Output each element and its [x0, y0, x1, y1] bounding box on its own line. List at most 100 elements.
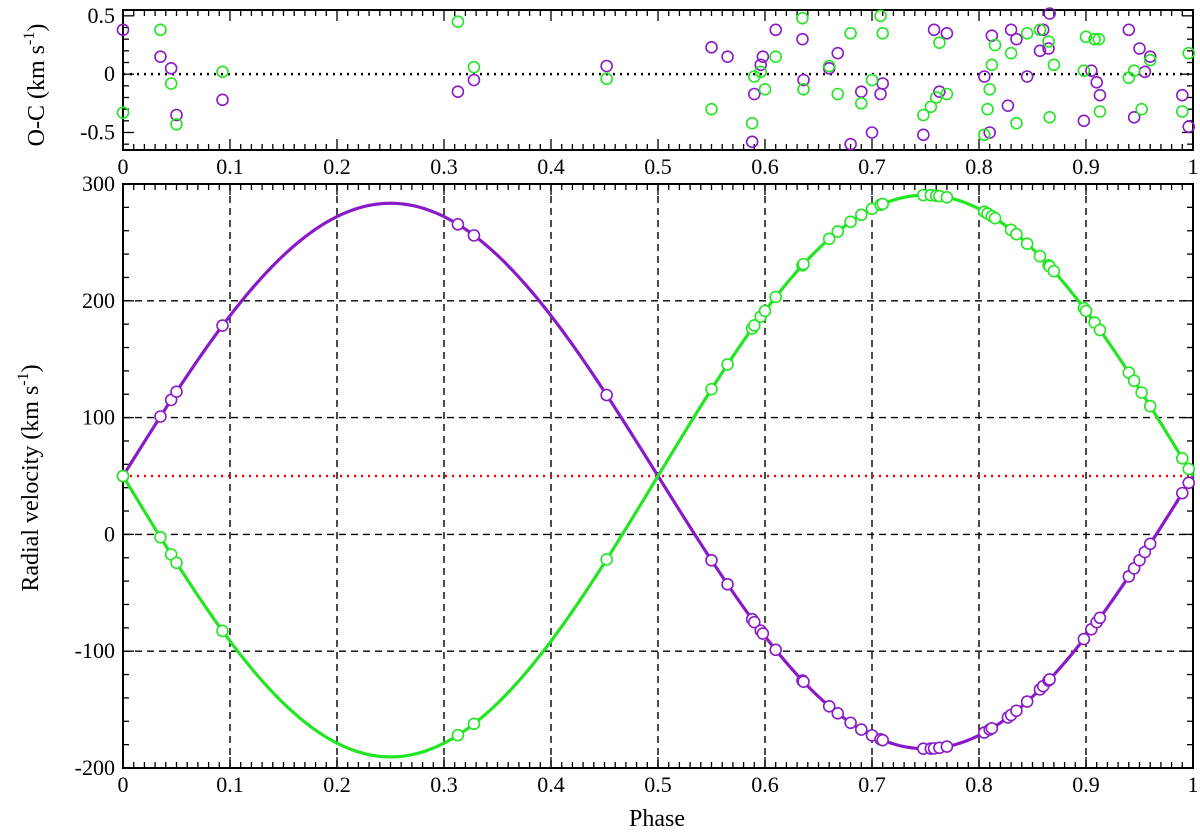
residual-point-secondary: [917, 108, 930, 122]
residual-point-primary: [978, 70, 991, 83]
residual-point-secondary: [1010, 116, 1023, 130]
x-tick-label: 0.7: [858, 772, 886, 797]
residual-point-primary: [1182, 120, 1196, 133]
x-tick-label: 0: [118, 772, 129, 797]
residual-point-secondary: [985, 58, 999, 72]
rv-point-primary: [876, 733, 890, 747]
residual-point-secondary: [854, 97, 868, 110]
residual-point-primary: [1020, 70, 1034, 83]
rv-point-primary: [1093, 611, 1107, 625]
rv-point-primary: [721, 578, 734, 591]
residual-point-primary: [1133, 42, 1146, 55]
rv-point-secondary: [1047, 264, 1061, 278]
residual-point-primary: [1085, 64, 1098, 77]
x-tick-label: 1: [1188, 154, 1199, 179]
residual-point-primary: [1093, 88, 1107, 102]
residual-point-primary: [747, 87, 761, 101]
x-tick-label: 0.6: [751, 772, 779, 797]
plot-frame: [122, 9, 1194, 151]
residual-point-primary: [1033, 44, 1047, 58]
residual-point-secondary: [170, 118, 183, 131]
rv-point-secondary: [1127, 374, 1141, 388]
rv-point-secondary: [822, 232, 836, 246]
residual-point-secondary: [978, 128, 991, 142]
rv-point-secondary: [600, 553, 613, 566]
rv-point-primary: [451, 218, 465, 231]
rv-ylabel: Radial velocity (km s-1): [15, 364, 44, 591]
rv-point-primary: [1010, 704, 1023, 718]
residual-point-secondary: [876, 27, 890, 40]
residual-point-secondary: [1088, 32, 1101, 46]
rv-ylabel-close: ): [18, 364, 44, 372]
residual-point-secondary: [600, 72, 613, 86]
residual-point-primary: [1004, 23, 1018, 37]
rv-point-secondary: [988, 211, 1002, 225]
residual-point-primary: [1001, 99, 1015, 112]
y-tick-label: -200: [75, 755, 115, 780]
x-tick-label: 0.6: [751, 154, 779, 179]
x-tick-label: 0.9: [1072, 772, 1100, 797]
y-tick-label: 0.5: [88, 3, 116, 28]
rv-point-secondary: [1182, 462, 1196, 476]
residual-point-secondary: [1135, 102, 1148, 116]
residual-point-secondary: [822, 59, 836, 73]
residual-point-secondary: [1033, 23, 1047, 37]
residuals-panel: 0 0.1 0.2 0.3 0.4 0.5 0.6 0.7 0.8 0.9 10.50-0.5: [80, 3, 1198, 179]
residual-point-secondary: [1127, 64, 1141, 77]
residual-point-secondary: [797, 83, 810, 96]
rv-point-primary: [1020, 695, 1034, 708]
rv-point-primary: [854, 723, 868, 736]
rv-point-secondary: [1033, 249, 1047, 263]
residual-point-primary: [927, 23, 941, 37]
residual-point-secondary: [451, 15, 465, 28]
rv-point-secondary: [116, 469, 130, 483]
residual-point-secondary: [1182, 46, 1196, 60]
y-tick-label: 0: [104, 61, 115, 86]
rv-point-secondary: [797, 257, 810, 271]
residual-point-primary: [154, 50, 167, 63]
residual-point-secondary: [1143, 53, 1157, 67]
rv-point-primary: [600, 388, 613, 402]
rv-point-primary: [170, 385, 183, 399]
residual-point-primary: [216, 93, 229, 107]
rv-point-primary: [216, 319, 229, 332]
residual-point-secondary: [988, 38, 1002, 52]
residual-point-primary: [164, 62, 178, 75]
residual-point-secondary: [983, 83, 997, 96]
residual-point-primary: [170, 108, 183, 122]
rv-point-secondary: [876, 197, 890, 211]
rv-point-primary: [1143, 537, 1157, 551]
x-tick-label: 0.8: [965, 772, 993, 797]
residual-point-primary: [1176, 88, 1189, 102]
residual-point-primary: [451, 85, 465, 98]
residual-point-primary: [796, 32, 809, 46]
x-tick-label: 1: [1188, 772, 1199, 797]
residual-point-primary: [844, 137, 857, 151]
residual-point-primary: [1122, 23, 1136, 37]
residual-point-secondary: [754, 65, 768, 79]
rv-point-secondary: [451, 728, 465, 742]
oc-ylabel-exp: -1: [21, 32, 38, 45]
radial-velocity-panel: 0 0.1 0.2 0.3 0.4 0.5 0.6 0.7 0.8 0.9 13002001000-…: [75, 171, 1199, 797]
y-tick-label: 200: [82, 288, 115, 313]
rv-point-secondary: [467, 717, 481, 731]
rv-point-primary: [797, 675, 810, 689]
residual-point-primary: [876, 77, 890, 90]
rv-point-primary: [467, 229, 481, 242]
x-tick-label: 0.8: [965, 154, 993, 179]
x-tick-label: 0.3: [430, 154, 458, 179]
x-tick-label: 0: [118, 154, 129, 179]
rv-curve-secondary: [121, 193, 1195, 759]
residual-point-secondary: [1093, 105, 1107, 118]
rv-point-secondary: [769, 290, 783, 304]
residual-point-secondary: [924, 100, 938, 114]
residual-point-primary: [797, 73, 810, 87]
residual-point-primary: [721, 50, 734, 63]
rv-point-secondary: [758, 304, 772, 318]
residual-point-primary: [1042, 42, 1055, 55]
phase-xlabel: Phase: [629, 806, 685, 832]
x-tick-label: 0.3: [430, 772, 458, 797]
residual-point-primary: [1043, 7, 1056, 20]
rv-point-secondary: [940, 191, 954, 204]
residual-point-primary: [854, 85, 868, 98]
